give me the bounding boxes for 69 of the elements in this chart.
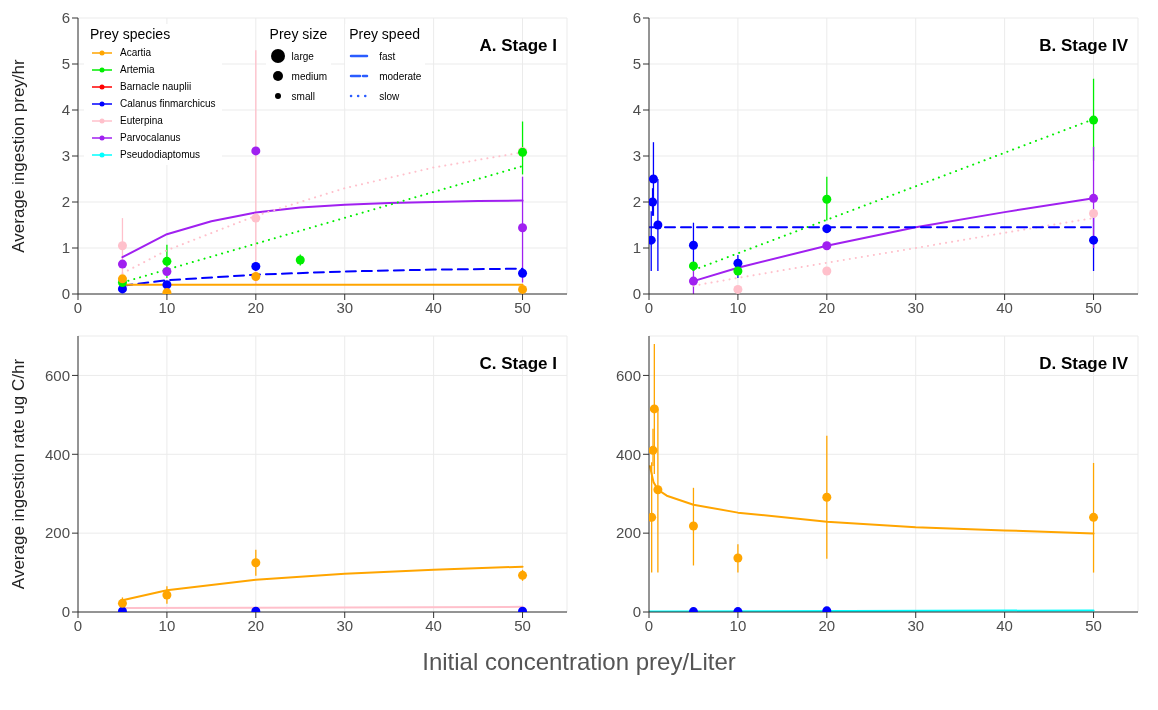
- x-tick-label: 0: [644, 616, 654, 634]
- y-tick-label: 600: [44, 366, 70, 384]
- x-tick-label: 0: [73, 616, 83, 634]
- y-tick-label: 0: [632, 603, 641, 621]
- x-tick-label: 30: [336, 298, 354, 316]
- y-tick-label: 1: [61, 239, 70, 257]
- y-tick-label: 5: [61, 55, 70, 73]
- legend-label: Pseudodiaptomus: [120, 149, 201, 160]
- x-tick-label: 50: [1085, 298, 1102, 316]
- legend-label: Parvocalanus: [120, 132, 181, 143]
- legend-label: Artemia: [120, 64, 155, 75]
- y-tick-label: 400: [44, 445, 70, 463]
- legend-title: Prey species: [90, 26, 172, 42]
- annotation: Prey speed: [349, 26, 421, 42]
- y-tick-label: 2: [632, 193, 641, 211]
- y-tick-label: 600: [615, 366, 641, 384]
- legend-label: Calanus finmarchicus: [120, 98, 216, 109]
- annotation: slow: [379, 90, 400, 102]
- annotation: medium: [291, 70, 328, 82]
- text: C. Stage I: [479, 354, 557, 374]
- x-tick-label: 50: [514, 616, 531, 634]
- x-tick-label: 30: [336, 616, 354, 634]
- y-tick-label: 4: [632, 101, 641, 119]
- annotation: Prey size: [269, 26, 328, 42]
- text: A. Stage I: [479, 36, 557, 56]
- y-tick-label: 200: [615, 524, 641, 542]
- x-axis-title: Initial concentration prey/Liter: [421, 648, 737, 676]
- y-tick-label: 400: [615, 445, 641, 463]
- legend-label: Acartia: [120, 47, 152, 58]
- annotation: large: [291, 50, 314, 62]
- y-tick-label: 2: [61, 193, 70, 211]
- x-tick-label: 40: [425, 298, 442, 316]
- x-tick-label: 50: [1085, 616, 1102, 634]
- annotation: fast: [379, 50, 396, 62]
- x-tick-label: 50: [514, 298, 531, 316]
- y-tick-label: 5: [632, 55, 641, 73]
- annotation: small: [291, 90, 315, 102]
- x-tick-label: 20: [247, 616, 265, 634]
- y-axis-title: Average ingestion rate ug C/hr: [9, 358, 29, 590]
- x-tick-label: 20: [818, 298, 836, 316]
- x-tick-label: 10: [729, 616, 747, 634]
- text: B. Stage IV: [1039, 36, 1128, 56]
- x-tick-label: 10: [158, 616, 176, 634]
- y-tick-label: 3: [632, 147, 641, 165]
- y-axis-title: Average ingestion prey/hr: [9, 58, 29, 253]
- x-tick-label: 30: [907, 298, 925, 316]
- y-tick-label: 200: [44, 524, 70, 542]
- x-tick-label: 40: [996, 298, 1013, 316]
- y-tick-label: 6: [61, 9, 70, 27]
- y-tick-label: 1: [632, 239, 641, 257]
- y-tick-label: 3: [61, 147, 70, 165]
- x-tick-label: 20: [818, 616, 836, 634]
- y-tick-label: 0: [632, 285, 641, 303]
- x-tick-label: 40: [996, 616, 1013, 634]
- text: D. Stage IV: [1039, 354, 1128, 374]
- legend-label: Euterpina: [120, 115, 163, 126]
- x-tick-label: 0: [73, 298, 83, 316]
- x-tick-label: 10: [729, 298, 747, 316]
- x-tick-label: 0: [644, 298, 654, 316]
- x-tick-label: 20: [247, 298, 265, 316]
- annotation: moderate: [379, 70, 422, 82]
- y-tick-label: 4: [61, 101, 70, 119]
- y-tick-label: 6: [632, 9, 641, 27]
- x-tick-label: 10: [158, 298, 176, 316]
- x-tick-label: 30: [907, 616, 925, 634]
- y-tick-label: 0: [61, 285, 70, 303]
- x-tick-label: 40: [425, 616, 442, 634]
- legend-label: Barnacle nauplii: [120, 81, 192, 92]
- y-tick-label: 0: [61, 603, 70, 621]
